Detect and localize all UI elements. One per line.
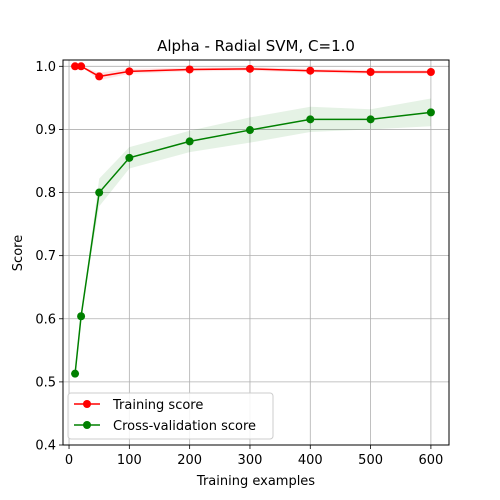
data-point-training: [125, 67, 134, 76]
data-point-cross-validation: [185, 137, 194, 146]
data-point-cross-validation: [426, 108, 435, 117]
series-points: [71, 62, 435, 378]
x-tick-label: 400: [298, 453, 323, 468]
y-tick-label: 1.0: [35, 60, 56, 75]
y-tick-label: 0.6: [35, 312, 56, 327]
y-tick-label: 0.8: [35, 186, 56, 201]
data-point-cross-validation: [125, 153, 134, 162]
data-point-cross-validation: [245, 126, 254, 135]
data-point-cross-validation: [306, 115, 315, 124]
y-tick-label: 0.5: [35, 375, 56, 390]
legend-label-training: Training score: [112, 398, 203, 413]
x-tick-label: 0: [65, 453, 73, 468]
y-axis-label: Score: [11, 235, 26, 271]
data-point-training: [77, 62, 86, 71]
x-tick-label: 200: [177, 453, 202, 468]
data-point-cross-validation: [95, 188, 104, 197]
data-point-training: [426, 67, 435, 76]
data-point-cross-validation: [71, 369, 80, 378]
data-point-training: [185, 65, 194, 74]
legend-box: [67, 392, 274, 440]
data-point-cross-validation: [77, 312, 86, 321]
y-tick-label: 0.9: [35, 123, 56, 138]
x-axis-ticks: 0 100 200 300 400 500 600: [65, 445, 443, 468]
data-point-training: [366, 67, 375, 76]
x-tick-label: 500: [358, 453, 383, 468]
x-tick-label: 600: [418, 453, 443, 468]
plot-area-frame: [62, 59, 450, 446]
chart-title: Alpha - Radial SVM, C=1.0: [157, 37, 355, 55]
data-point-training: [95, 72, 104, 81]
data-point-training: [245, 64, 254, 73]
legend-label-cross-validation: Cross-validation score: [113, 419, 256, 434]
y-axis-ticks: 0.4 0.5 0.6 0.7 0.8 0.9 1.0: [35, 60, 63, 454]
x-axis-label: Training examples: [196, 474, 315, 489]
data-point-cross-validation: [366, 115, 375, 124]
y-tick-label: 0.4: [35, 439, 56, 454]
data-point-training: [306, 66, 315, 75]
x-tick-label: 300: [238, 453, 263, 468]
legend: Training score Cross-validation score: [67, 392, 274, 440]
std-band-cross-validation: [75, 98, 431, 374]
data-point-training: [71, 62, 80, 71]
y-tick-label: 0.7: [35, 249, 56, 264]
x-tick-label: 100: [117, 453, 142, 468]
legend-swatch-marker-training: [83, 400, 91, 408]
legend-swatch-marker-cross-validation: [83, 421, 91, 429]
